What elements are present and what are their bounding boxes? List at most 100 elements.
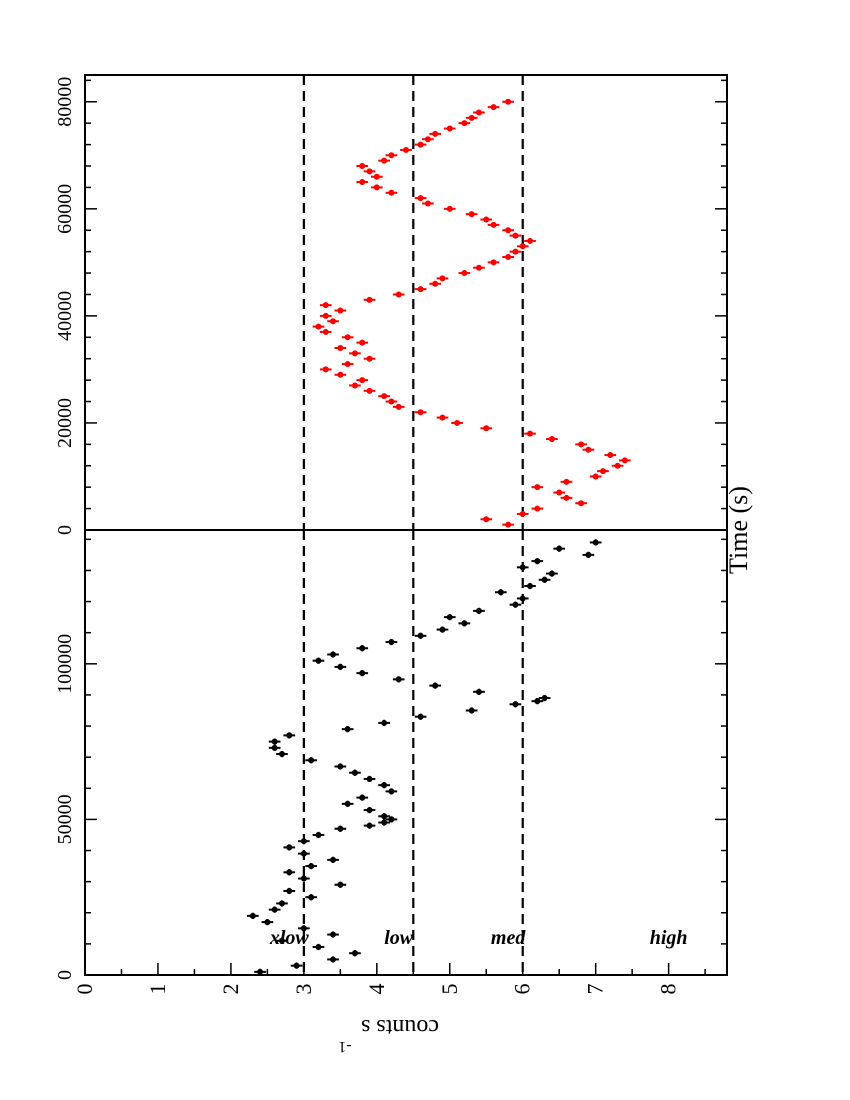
data-point: [349, 350, 361, 357]
data-point: [589, 473, 602, 480]
data-point: [443, 614, 456, 621]
data-point: [349, 382, 361, 389]
y-tick-label: 8: [656, 984, 681, 995]
data-point: [305, 757, 317, 764]
data-point: [363, 355, 376, 362]
data-point: [363, 296, 376, 303]
data-point: [334, 371, 347, 378]
right-data-points: [312, 98, 631, 528]
data-point: [312, 657, 325, 664]
data-point: [327, 651, 339, 658]
data-point: [531, 558, 544, 565]
y-tick-label: 3: [291, 984, 316, 995]
y-tick-label: 5: [437, 984, 462, 995]
data-point: [363, 806, 376, 814]
right-panel-frame: [84, 74, 728, 531]
data-point: [443, 125, 456, 132]
data-point: [560, 494, 573, 501]
y-tick-label: 1: [145, 984, 170, 995]
data-point: [385, 152, 398, 159]
data-point: [290, 962, 303, 969]
y-tick-label: 6: [510, 984, 535, 995]
y-axis-label-superscript: -1: [338, 1038, 351, 1055]
data-point: [531, 505, 544, 512]
data-point: [327, 931, 339, 938]
data-point: [531, 484, 544, 491]
data-point: [268, 906, 281, 913]
data-point: [298, 875, 310, 882]
data-point: [334, 881, 347, 888]
data-point: [502, 254, 514, 260]
data-point: [385, 398, 398, 405]
data-point: [465, 707, 478, 714]
left-threshold-lines: [302, 530, 524, 975]
data-point: [575, 441, 587, 448]
data-point: [341, 800, 354, 807]
x-tick-label: 60000: [54, 184, 76, 234]
data-point: [298, 838, 310, 845]
data-point: [531, 698, 544, 705]
data-point: [429, 280, 442, 287]
data-point: [305, 894, 317, 901]
data-point: [334, 345, 347, 351]
left-y-ticks: 0 1 2 3 4 5 6 7 8: [72, 963, 706, 995]
x-tick-label: 80000: [54, 77, 76, 127]
data-point: [538, 694, 551, 702]
data-point: [319, 366, 332, 373]
data-point: [283, 732, 296, 739]
data-point: [414, 409, 427, 416]
data-point: [246, 912, 259, 919]
data-point: [458, 120, 471, 127]
data-point: [334, 825, 347, 832]
data-point: [458, 270, 471, 277]
y-axis-label: counts s: [361, 1014, 439, 1040]
data-point: [414, 195, 427, 202]
data-point: [524, 430, 536, 437]
data-point: [356, 339, 369, 346]
data-point: [319, 312, 332, 319]
left-panel: 0 50000 100000 0 1 2 3 4 5 6 7 8 high med low xlow: [54, 529, 728, 995]
data-point: [378, 393, 390, 400]
data-point: [385, 816, 398, 823]
data-point: [473, 109, 485, 116]
region-label-low: low: [384, 927, 414, 949]
data-point: [451, 419, 463, 426]
data-point: [400, 146, 412, 153]
data-point: [276, 750, 288, 758]
data-point: [385, 788, 398, 795]
data-point: [465, 211, 478, 218]
region-label-med: med: [491, 927, 526, 949]
data-point: [356, 179, 369, 186]
data-point: [538, 576, 551, 583]
data-point: [363, 387, 376, 394]
data-point: [276, 937, 288, 944]
data-point: [502, 227, 514, 234]
data-point: [349, 769, 361, 776]
left-panel-frame: [84, 529, 728, 976]
data-point: [414, 713, 427, 720]
data-point: [283, 844, 296, 851]
data-point: [487, 259, 500, 266]
x-tick-label: 100000: [54, 634, 76, 694]
data-point: [334, 763, 347, 770]
data-point: [356, 794, 369, 801]
y-tick-label: 7: [583, 984, 608, 995]
data-point: [356, 377, 369, 384]
data-point: [509, 248, 522, 255]
data-point: [487, 104, 500, 111]
data-point: [524, 582, 536, 590]
data-point: [341, 726, 354, 733]
data-point: [495, 589, 507, 596]
data-point: [276, 900, 288, 907]
data-point: [327, 856, 339, 863]
data-point: [334, 307, 347, 314]
data-point: [546, 570, 558, 577]
data-point: [414, 141, 427, 148]
data-point: [370, 184, 383, 191]
data-point: [582, 551, 595, 559]
data-point: [363, 822, 376, 829]
x-axis-label: Time (s): [724, 486, 753, 574]
data-point: [378, 157, 390, 164]
left-data-points: [246, 539, 602, 975]
